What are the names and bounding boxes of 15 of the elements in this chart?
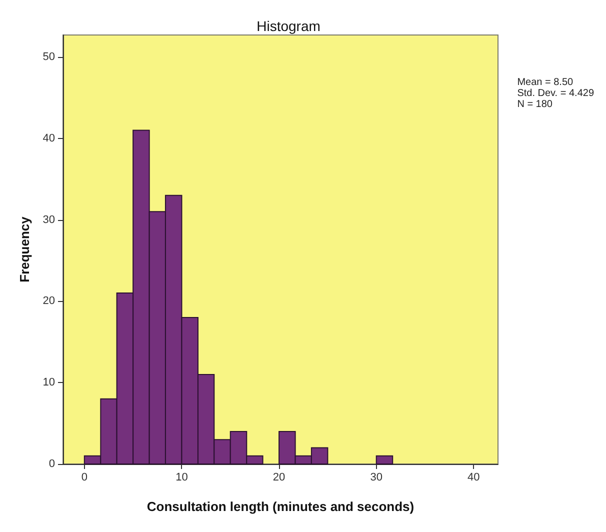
y-tick-label: 40 — [42, 132, 55, 144]
x-axis-title: Consultation length (minutes and seconds) — [146, 499, 414, 514]
x-tick-label: 30 — [370, 472, 382, 484]
x-tick-label: 40 — [468, 472, 480, 484]
x-tick-label: 0 — [81, 472, 88, 484]
text: Mean = 8.50 Std. Dev. = 4.429 N = 180 — [517, 77, 594, 110]
y-axis-title: Frequency — [17, 216, 32, 282]
y-tick-label: 30 — [42, 214, 55, 226]
y-tick-label: 50 — [42, 50, 55, 63]
x-tick-label: 20 — [272, 472, 286, 484]
y-tick-label: 0 — [48, 458, 55, 470]
chart-title: Histogram — [256, 18, 320, 34]
y-tick-label: 10 — [42, 376, 55, 389]
y-tick-label: 20 — [42, 295, 55, 308]
x-tick-label: 10 — [176, 472, 188, 484]
